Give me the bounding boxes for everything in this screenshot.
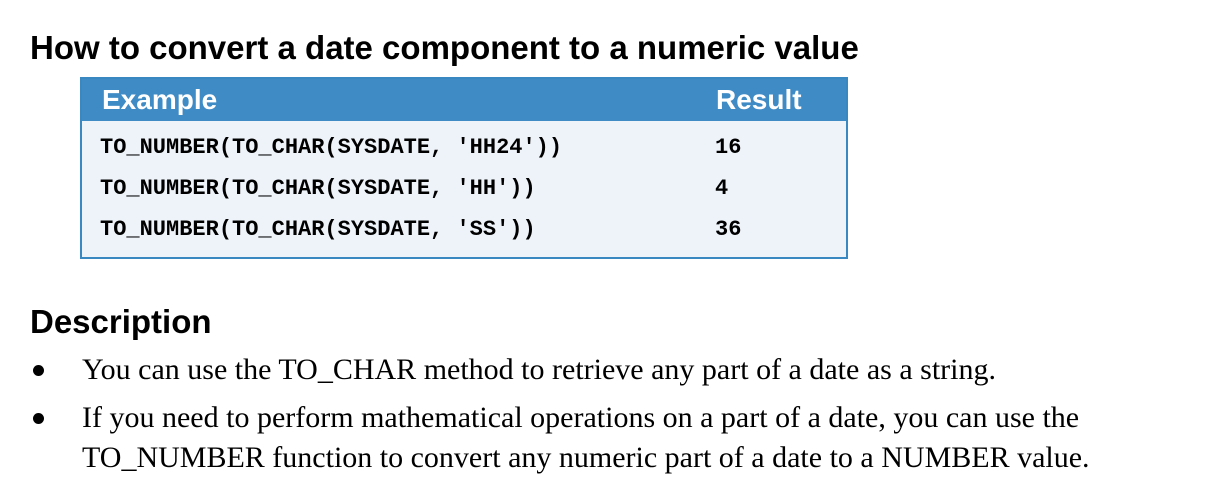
list-item: If you need to perform mathematical oper… (30, 398, 1210, 478)
table-header: Example Result (82, 79, 846, 121)
example-table: Example Result TO_NUMBER(TO_CHAR(SYSDATE… (80, 77, 848, 259)
bullet-icon (33, 365, 44, 376)
bullet-icon (33, 413, 44, 424)
example-cell: TO_NUMBER(TO_CHAR(SYSDATE, 'HH24')) (100, 135, 563, 160)
description-heading: Description (30, 303, 212, 340)
example-cell: TO_NUMBER(TO_CHAR(SYSDATE, 'HH')) (100, 176, 536, 201)
list-item: You can use the TO_CHAR method to retrie… (30, 350, 1210, 390)
page-title: How to convert a date component to a num… (30, 29, 859, 66)
table-body: TO_NUMBER(TO_CHAR(SYSDATE, 'HH24')) 16 T… (82, 121, 846, 257)
column-header-result: Result (716, 84, 802, 115)
bullet-text: You can use the TO_CHAR method to retrie… (82, 353, 996, 386)
example-cell: TO_NUMBER(TO_CHAR(SYSDATE, 'SS')) (100, 217, 536, 242)
table-row: TO_NUMBER(TO_CHAR(SYSDATE, 'SS')) 36 (82, 209, 846, 250)
result-cell: 4 (715, 176, 729, 201)
bullet-text: If you need to perform mathematical oper… (82, 401, 1090, 474)
result-cell: 16 (715, 135, 742, 160)
column-header-example: Example (102, 84, 218, 115)
table-row: TO_NUMBER(TO_CHAR(SYSDATE, 'HH24')) 16 (82, 127, 846, 168)
description-list: You can use the TO_CHAR method to retrie… (30, 350, 1210, 486)
result-cell: 36 (715, 217, 742, 242)
table-row: TO_NUMBER(TO_CHAR(SYSDATE, 'HH')) 4 (82, 168, 846, 209)
